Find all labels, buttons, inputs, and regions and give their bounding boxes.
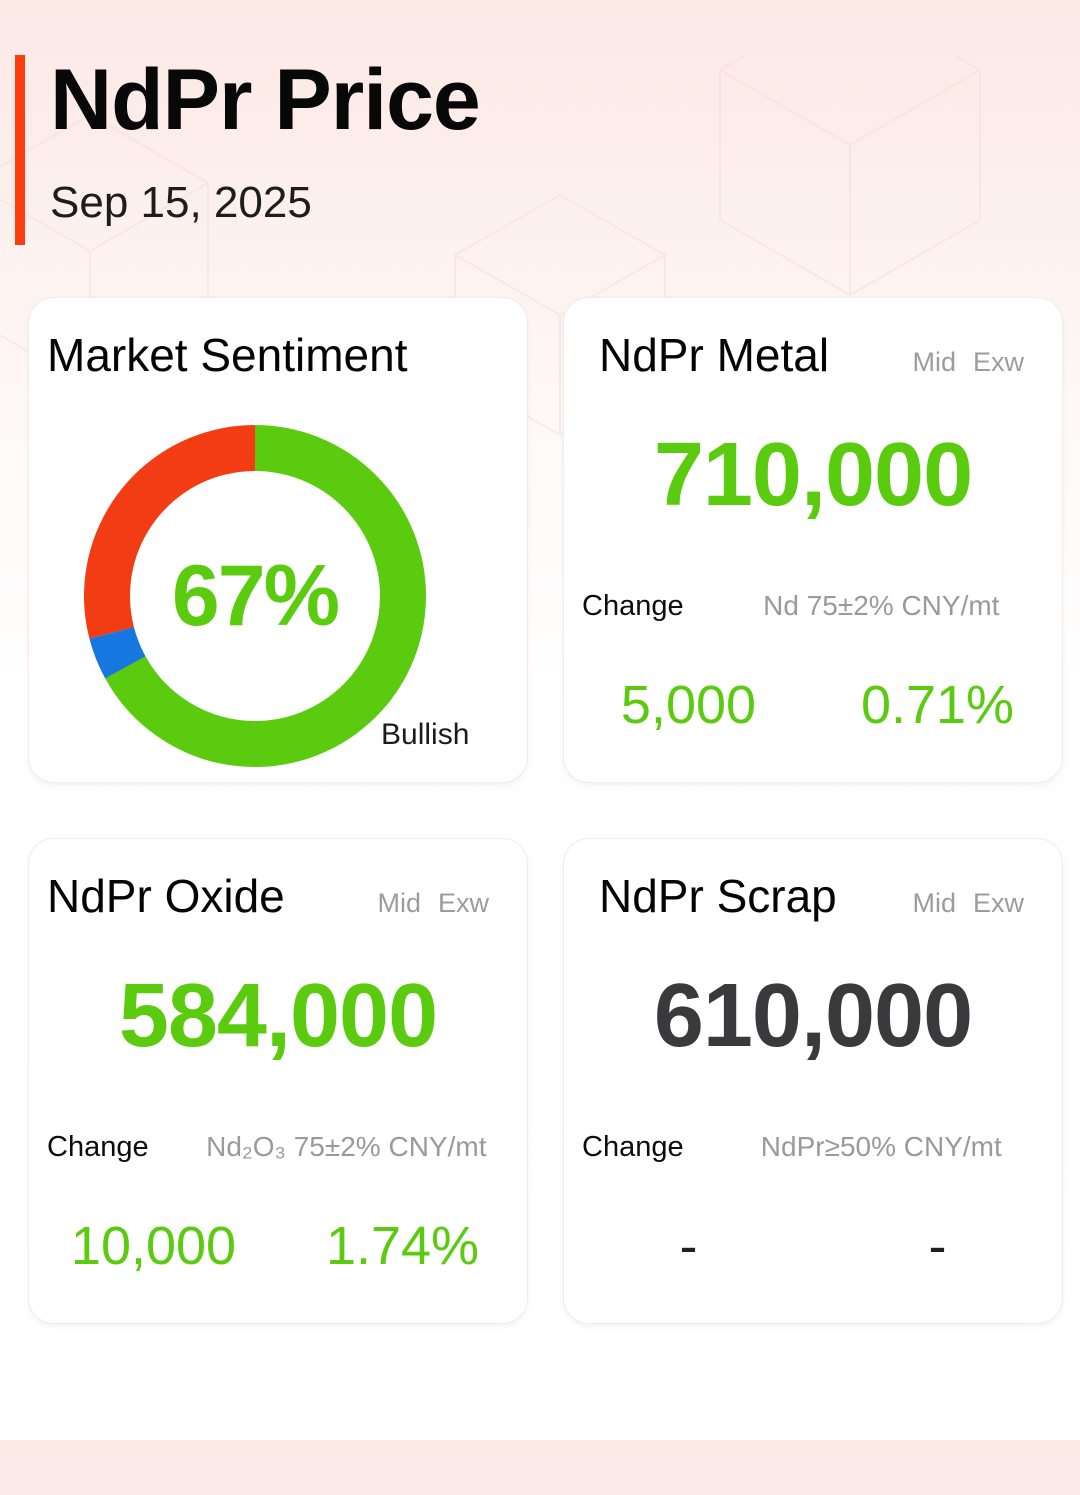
market-sentiment-card[interactable]: Market Sentiment 67% Bullish (28, 297, 528, 783)
sentiment-percent: 67% (171, 547, 340, 644)
page-title: NdPr Price (50, 52, 481, 148)
ndpr-scrap-card[interactable]: NdPr Scrap Mid Exw 610,000 Change NdPr≥5… (563, 838, 1063, 1324)
tag-mid: Mid (912, 888, 956, 918)
price-value: 610,000 (653, 966, 973, 1066)
product-spec: Nd₂O₃ 75±2% CNY/mt (206, 1131, 487, 1162)
change-percent: 1.74% (325, 1216, 480, 1276)
change-absolute: 5,000 (620, 675, 757, 735)
change-percent: 0.71% (860, 675, 1015, 735)
change-label: Change (582, 590, 684, 622)
card-title: Market Sentiment (47, 329, 408, 381)
price-type-tags: Mid Exw (912, 888, 1024, 919)
donut-segment-bearish (84, 425, 426, 767)
product-spec: Nd 75±2% CNY/mt (763, 590, 1000, 621)
cards-grid: Market Sentiment 67% Bullish NdPr Metal … (28, 297, 1063, 1324)
price-type-tags: Mid Exw (912, 347, 1024, 378)
price-value: 710,000 (653, 425, 973, 525)
change-percent: - (928, 1216, 947, 1276)
card-title: NdPr Oxide (47, 870, 285, 922)
tag-exw: Exw (972, 347, 1024, 377)
change-label: Change (582, 1131, 684, 1163)
card-title: NdPr Scrap (599, 870, 837, 922)
price-value: 584,000 (118, 966, 438, 1066)
tag-mid: Mid (912, 347, 956, 377)
change-label: Change (47, 1131, 149, 1163)
ndpr-metal-card[interactable]: NdPr Metal Mid Exw 710,000 Change Nd 75±… (563, 297, 1063, 783)
sentiment-donut-chart (84, 425, 426, 767)
sentiment-annotation: Bullish (381, 718, 470, 751)
product-spec: NdPr≥50% CNY/mt (760, 1131, 1002, 1162)
tag-exw: Exw (972, 888, 1024, 918)
report-date: Sep 15, 2025 (50, 178, 312, 228)
card-title: NdPr Metal (599, 329, 830, 381)
page-header: NdPr Price Sep 15, 2025 (15, 52, 1052, 247)
change-absolute: - (679, 1216, 698, 1276)
tag-mid: Mid (377, 888, 421, 918)
change-absolute: 10,000 (70, 1216, 237, 1276)
header-accent-bar (15, 55, 25, 245)
ndpr-oxide-card[interactable]: NdPr Oxide Mid Exw 584,000 Change Nd₂O₃ … (28, 838, 528, 1324)
tag-exw: Exw (437, 888, 489, 918)
price-type-tags: Mid Exw (377, 888, 489, 919)
